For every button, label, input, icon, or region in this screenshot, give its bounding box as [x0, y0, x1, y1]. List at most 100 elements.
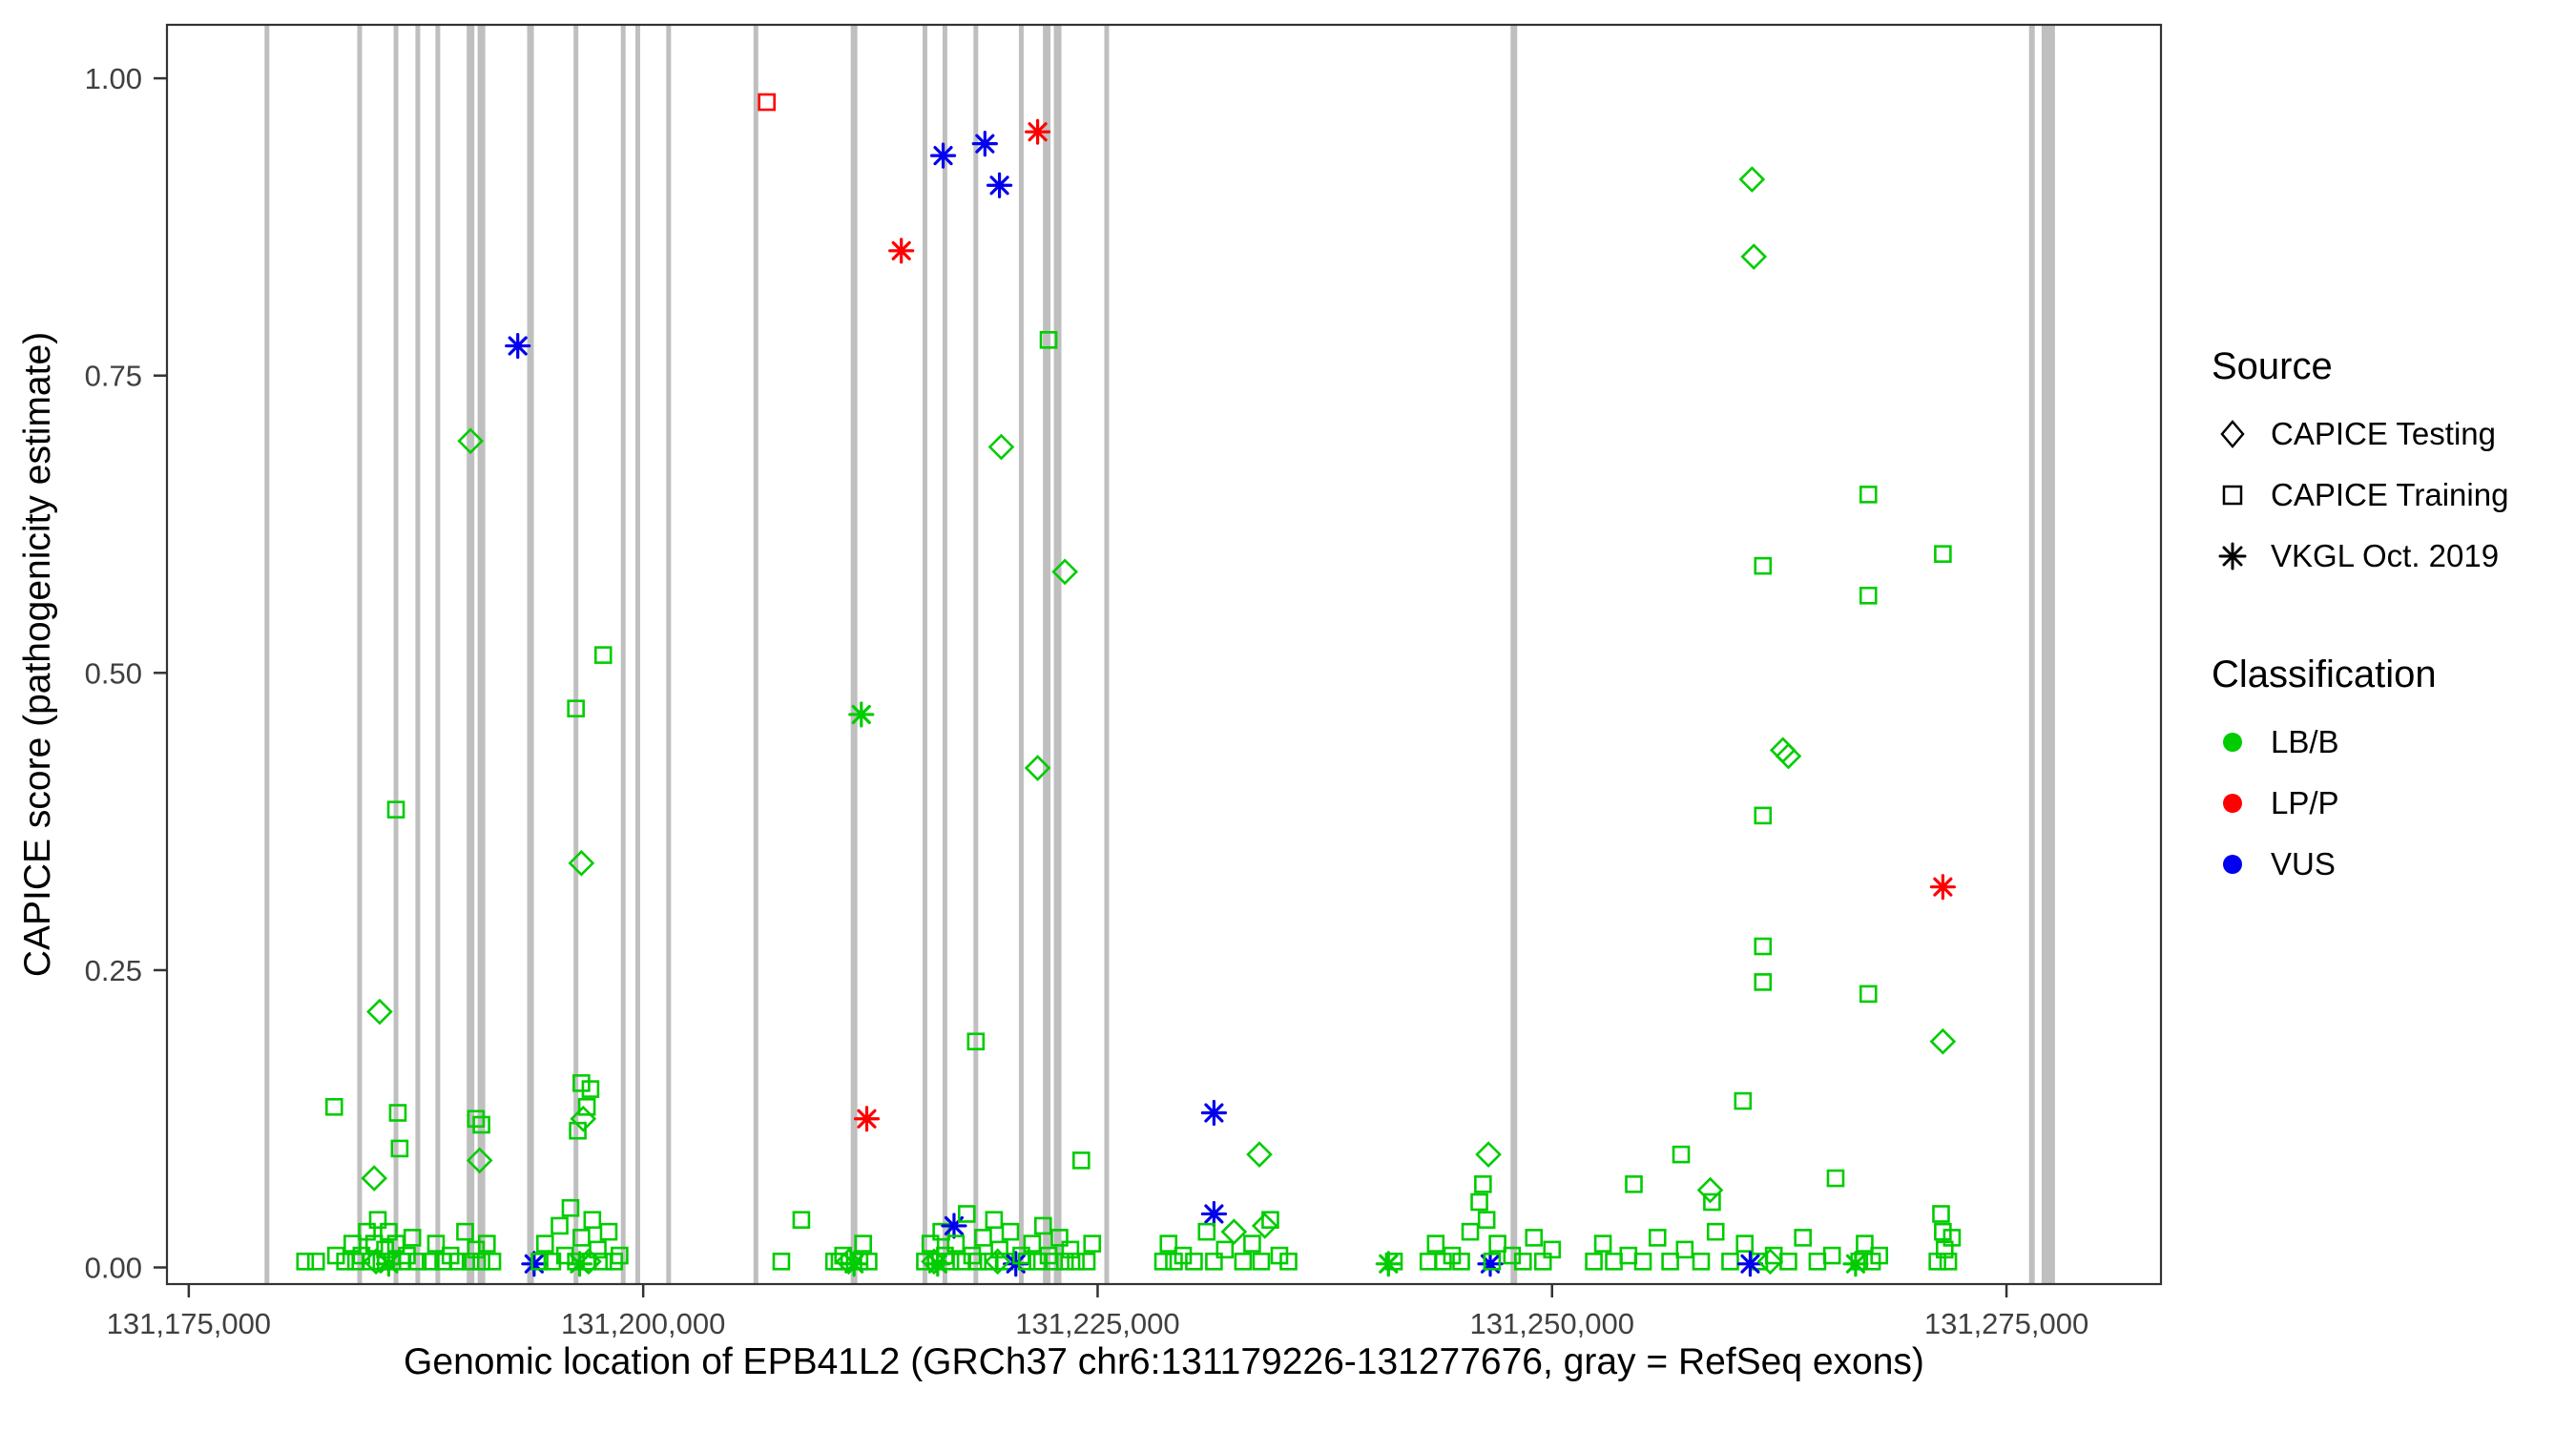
data-point	[1246, 1141, 1273, 1168]
legend-item-lbb: LB/B	[2212, 721, 2565, 763]
data-point	[1443, 1246, 1462, 1265]
y-tick-label: 0.75	[85, 360, 142, 393]
legend-item-capice-training: CAPICE Training	[2212, 474, 2565, 516]
data-point	[1794, 1229, 1812, 1247]
x-axis-title: Genomic location of EPB41L2 (GRCh37 chr6…	[404, 1341, 1924, 1382]
data-point	[1475, 1141, 1502, 1168]
vus-dot-icon	[2223, 855, 2242, 874]
legend-item-capice-testing: CAPICE Testing	[2212, 413, 2565, 455]
asterisk-spoke	[933, 146, 953, 166]
data-point	[971, 131, 998, 157]
data-point	[985, 1211, 1004, 1229]
data-point	[772, 1253, 791, 1271]
data-point	[306, 1253, 325, 1271]
exon-line	[973, 26, 979, 1283]
exon-line	[922, 26, 927, 1283]
legend-item-label: CAPICE Testing	[2271, 416, 2496, 451]
data-point	[921, 1234, 940, 1253]
data-point	[1483, 1253, 1502, 1271]
asterisk-spoke	[1845, 1254, 1866, 1274]
exon-line	[1043, 26, 1051, 1283]
diamond-icon	[2220, 420, 2245, 448]
data-point	[1159, 1234, 1178, 1253]
data-point	[1756, 1248, 1784, 1275]
data-point	[1220, 1218, 1248, 1245]
data-point	[1061, 1240, 1080, 1259]
data-point	[421, 1253, 440, 1271]
legend-source-title: Source	[2212, 345, 2333, 387]
asterisk-spoke	[975, 134, 995, 154]
data-point	[1706, 1222, 1725, 1241]
lbb-dot-icon	[2223, 733, 2242, 752]
data-point	[1929, 874, 1956, 901]
exon-line	[753, 26, 758, 1283]
data-point	[1375, 1251, 1402, 1277]
data-point	[326, 1246, 345, 1265]
data-point	[1692, 1253, 1711, 1271]
data-point	[1452, 1253, 1470, 1271]
data-point	[1251, 1213, 1278, 1239]
legend-item-lpp: LP/P	[2212, 782, 2565, 824]
data-point	[1045, 1253, 1064, 1271]
data-point	[1001, 1222, 1020, 1241]
exon-line	[942, 26, 947, 1283]
data-point	[1934, 1222, 1952, 1241]
data-point	[1252, 1253, 1271, 1271]
data-point	[941, 1253, 960, 1271]
data-point	[1477, 1211, 1496, 1229]
data-point	[589, 1240, 607, 1259]
data-point	[1859, 985, 1878, 1004]
data-point	[1243, 1234, 1261, 1253]
data-point	[848, 701, 875, 728]
exon-line	[666, 26, 672, 1283]
data-point	[1648, 1229, 1667, 1247]
square-icon	[2222, 485, 2243, 506]
data-point	[368, 1211, 387, 1229]
data-point	[599, 1222, 618, 1241]
data-point	[472, 1115, 490, 1134]
data-point	[1503, 1246, 1522, 1265]
data-point	[1185, 1253, 1203, 1271]
asterisk-icon	[2218, 542, 2247, 570]
data-point	[366, 998, 393, 1026]
data-point	[1200, 1200, 1227, 1228]
asterisk-spoke	[1204, 1204, 1224, 1224]
exon-line	[435, 26, 441, 1283]
exon-line	[1053, 26, 1062, 1283]
data-point	[408, 1253, 427, 1271]
data-point	[946, 1234, 966, 1253]
data-point	[1533, 1253, 1552, 1271]
data-point	[1470, 1192, 1488, 1212]
data-point	[792, 1211, 811, 1229]
asterisk-spoke	[851, 704, 871, 725]
data-point	[388, 1104, 407, 1122]
data-point	[1034, 1216, 1052, 1235]
data-point	[1023, 1234, 1042, 1253]
asterisk-spoke	[891, 240, 911, 260]
data-point	[1822, 1246, 1841, 1265]
legend-item-label: LB/B	[2271, 724, 2339, 759]
data-point	[361, 1165, 388, 1192]
data-point	[583, 1211, 602, 1229]
legend-spacer	[2212, 596, 2565, 653]
data-point	[1942, 1229, 1962, 1247]
data-point	[543, 1253, 562, 1271]
data-point	[916, 1253, 934, 1271]
data-point	[568, 849, 595, 877]
data-point	[924, 1251, 951, 1277]
data-point	[1017, 1253, 1036, 1271]
data-point	[1261, 1211, 1279, 1229]
asterisk-spoke	[844, 1254, 864, 1274]
asterisk-spoke	[927, 1254, 947, 1274]
y-tick-label: 0.00	[85, 1252, 142, 1285]
exon-line	[357, 26, 363, 1283]
data-point	[835, 1248, 862, 1275]
data-point	[1736, 1251, 1764, 1277]
exon-line	[1104, 26, 1110, 1283]
data-point	[1740, 243, 1768, 270]
data-point	[984, 1248, 1011, 1275]
y-tick-label: 0.25	[85, 954, 142, 987]
exon-line	[477, 26, 486, 1283]
